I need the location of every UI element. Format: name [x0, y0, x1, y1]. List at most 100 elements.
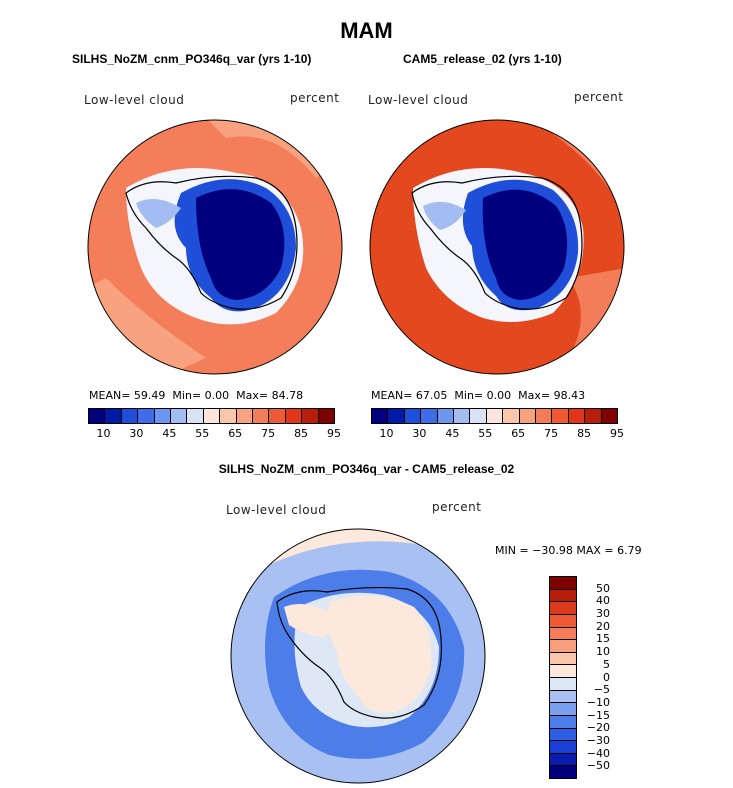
colorbar-tick-label: 15	[596, 632, 610, 646]
colorbar-tick-label: 30	[129, 427, 144, 440]
right-max-value: 98.43	[553, 389, 586, 402]
colorbar-swatch	[503, 409, 520, 423]
colorbar-swatch	[550, 651, 576, 665]
colorbar-tick-label: 75	[261, 427, 276, 440]
left-colorbar-ticks: 10 30 45 55 65 75 85 95	[88, 427, 341, 441]
colorbar-tick-label: 20	[596, 619, 610, 633]
colorbar-tick-label: −10	[586, 695, 610, 709]
colorbar-tick-label: 10	[596, 645, 610, 659]
colorbar-tick-label: 65	[511, 427, 526, 440]
right-panel-title: CAM5_release_02 (yrs 1-10)	[403, 52, 562, 66]
diff-coastline	[276, 586, 442, 719]
colorbar-tick-label: 85	[577, 427, 592, 440]
colorbar-swatch	[550, 714, 576, 728]
colorbar-swatch	[269, 409, 286, 423]
diff-minmax: MIN = −30.98 MAX = 6.79	[495, 544, 642, 557]
colorbar-swatch	[601, 409, 618, 423]
colorbar-tick-label: 30	[412, 427, 427, 440]
colorbar-swatch	[154, 409, 172, 423]
left-ice-dark	[196, 189, 285, 300]
colorbar-swatch	[121, 409, 139, 423]
left-panel-title: SILHS_NoZM_cnm_PO346q_var (yrs 1-10)	[72, 52, 312, 66]
colorbar-swatch	[550, 577, 576, 589]
right-variable-label: Low-level cloud	[368, 93, 469, 107]
colorbar-swatch	[105, 409, 122, 423]
left-coastline	[125, 175, 298, 310]
diff-panel-title: SILHS_NoZM_cnm_PO346q_var - CAM5_release…	[218, 462, 515, 476]
colorbar-swatch	[138, 409, 155, 423]
right-colorbar	[371, 408, 618, 424]
right-ice-light	[423, 201, 466, 230]
colorbar-swatch	[552, 409, 569, 423]
left-max-label: Max=	[236, 389, 269, 402]
colorbar-tick-label: 75	[544, 427, 559, 440]
colorbar-swatch	[220, 409, 237, 423]
colorbar-swatch	[550, 702, 576, 715]
right-max-label: Max=	[518, 389, 551, 402]
colorbar-swatch	[187, 409, 204, 423]
right-coastline	[411, 175, 583, 310]
left-mean-label: MEAN=	[89, 389, 131, 402]
colorbar-swatch	[236, 409, 254, 423]
colorbar-swatch	[550, 689, 576, 703]
colorbar-tick-label: −20	[586, 721, 610, 735]
colorbar-swatch	[454, 409, 471, 423]
colorbar-tick-label: −30	[586, 733, 610, 747]
colorbar-swatch	[203, 409, 221, 423]
diff-polar-map	[230, 528, 486, 784]
colorbar-tick-label: 55	[195, 427, 210, 440]
colorbar-tick-label: 0	[603, 670, 610, 684]
right-min-label: Min=	[454, 389, 484, 402]
colorbar-swatch	[285, 409, 303, 423]
colorbar-swatch	[550, 727, 576, 741]
right-colorbar-ticks: 10 30 45 55 65 75 85 95	[371, 427, 624, 441]
colorbar-swatch	[372, 409, 389, 423]
left-map-border	[87, 119, 343, 375]
right-polar-map	[369, 119, 625, 375]
colorbar-tick-label: 85	[294, 427, 309, 440]
colorbar-swatch	[536, 409, 553, 423]
colorbar-tick-label: −5	[593, 683, 610, 697]
colorbar-swatch	[470, 409, 487, 423]
colorbar-swatch	[421, 409, 438, 423]
colorbar-tick-label: 30	[596, 607, 610, 621]
colorbar-swatch	[568, 409, 586, 423]
colorbar-swatch	[550, 677, 576, 690]
left-ice-light	[136, 199, 181, 228]
colorbar-swatch	[550, 626, 576, 640]
right-mean-label: MEAN=	[371, 389, 413, 402]
diff-land-field	[327, 595, 432, 713]
colorbar-swatch	[318, 409, 335, 423]
colorbar-tick-label: 95	[327, 427, 341, 440]
diff-map-border	[230, 528, 486, 784]
colorbar-tick-label: 95	[610, 427, 624, 440]
colorbar-swatch	[388, 409, 405, 423]
left-min-value: 0.00	[204, 389, 230, 402]
colorbar-tick-label: −15	[586, 708, 610, 722]
colorbar-tick-label: −40	[586, 746, 610, 760]
colorbar-swatch	[550, 601, 576, 614]
colorbar-swatch	[171, 409, 188, 423]
colorbar-tick-label: 55	[478, 427, 493, 440]
colorbar-swatch	[550, 765, 576, 778]
left-mean-value: 59.49	[133, 389, 166, 402]
colorbar-swatch	[550, 752, 576, 766]
diff-variable-label: Low-level cloud	[226, 503, 327, 517]
colorbar-tick-label: 45	[162, 427, 177, 440]
right-stats: MEAN= 67.05 Min= 0.00 Max= 98.43	[371, 389, 585, 402]
diff-colorbar	[549, 576, 577, 779]
colorbar-swatch	[585, 409, 602, 423]
left-units-label: percent	[290, 91, 340, 105]
colorbar-tick-label: 10	[96, 427, 111, 440]
colorbar-tick-label: 10	[379, 427, 394, 440]
left-max-value: 84.78	[271, 389, 304, 402]
colorbar-tick-label: 5	[603, 657, 610, 671]
colorbar-tick-label: 50	[596, 581, 610, 595]
colorbar-tick-label: 65	[228, 427, 243, 440]
left-colorbar	[88, 408, 335, 424]
colorbar-tick-label: −50	[586, 759, 610, 773]
right-mean-value: 67.05	[415, 389, 448, 402]
colorbar-swatch	[253, 409, 270, 423]
colorbar-swatch	[519, 409, 537, 423]
right-ice-dark	[482, 189, 568, 300]
